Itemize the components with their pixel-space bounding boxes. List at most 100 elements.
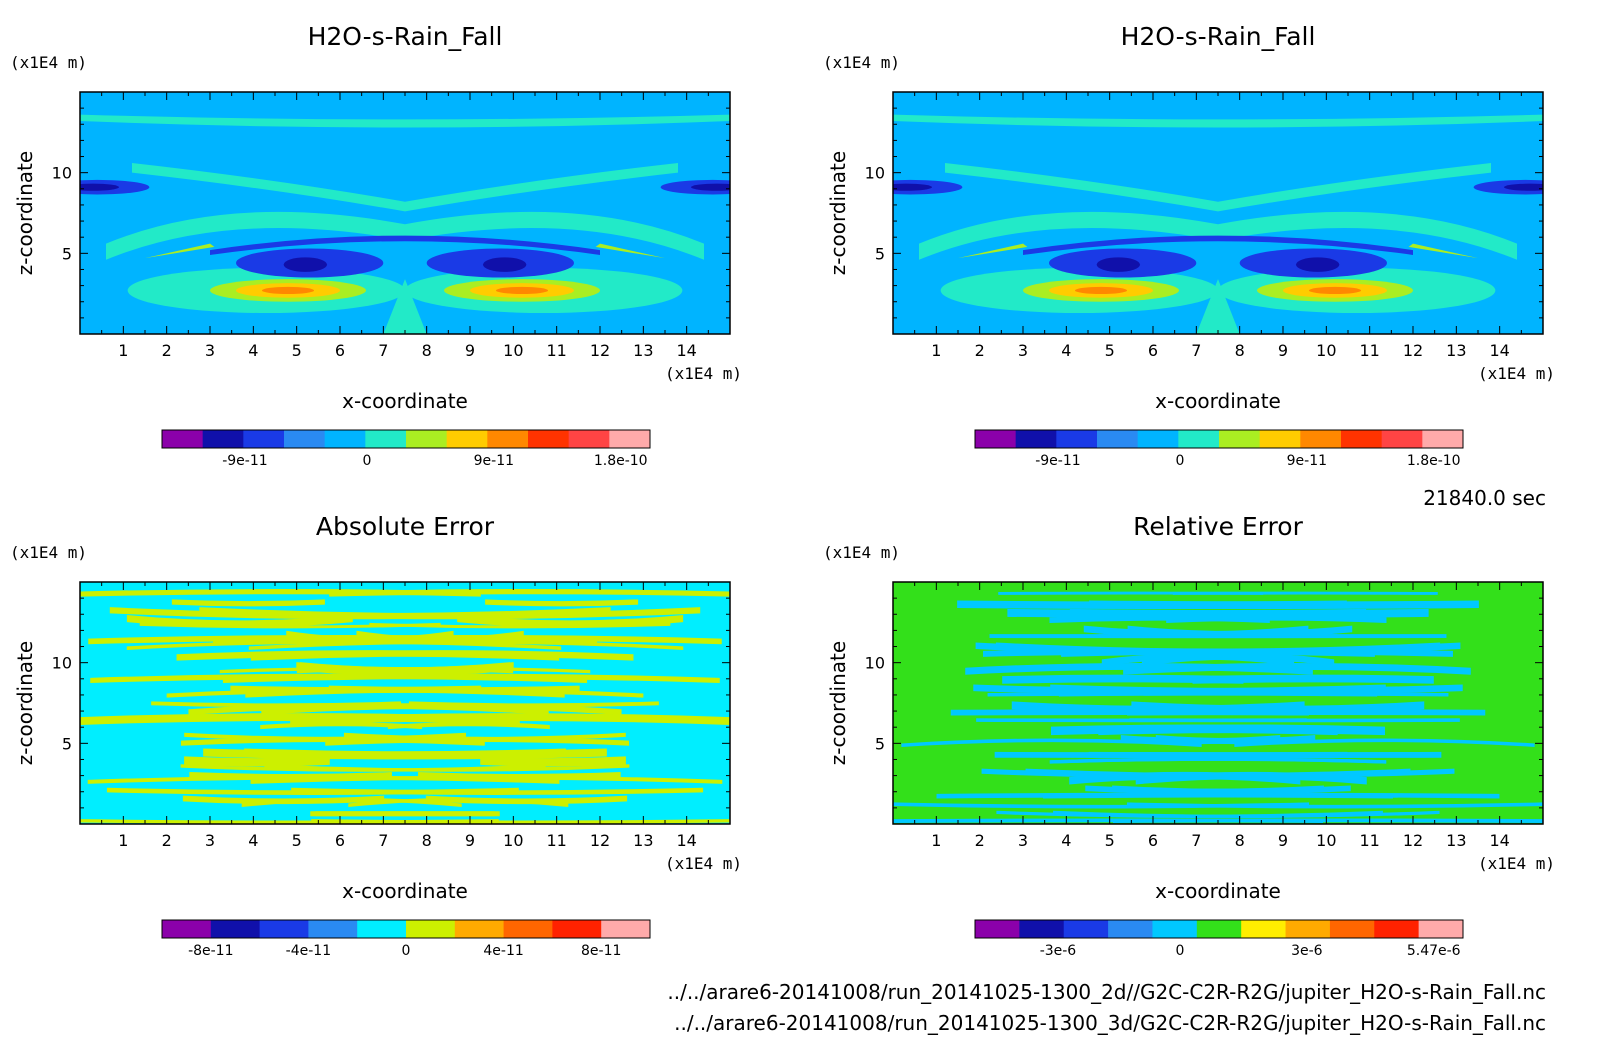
field-stripe [457, 615, 684, 628]
colorbar-tick-label: 9e-11 [474, 453, 514, 469]
colorbar-swatch [162, 920, 212, 938]
colorbar-swatch [1015, 430, 1057, 448]
colorbar-swatch [210, 920, 261, 938]
field-stripe [1141, 652, 1335, 666]
x-tick-label: 13 [1446, 341, 1466, 360]
x-unit-label: (x1E4 m) [1478, 854, 1555, 873]
field-stripe [1112, 785, 1351, 795]
colorbar-swatch [528, 430, 570, 448]
field-stripe [976, 718, 1307, 723]
field-arc-dark [210, 235, 600, 255]
chart-title: Absolute Error [316, 512, 495, 541]
x-tick-label: 14 [676, 341, 696, 360]
colorbar-tick-label: -9e-11 [1035, 453, 1080, 469]
field-stripe [425, 795, 628, 805]
x-tick-label: 6 [335, 831, 345, 850]
field-streak [1408, 243, 1478, 259]
chart-title: H2O-s-Rain_Fall [308, 22, 503, 51]
field-stem [1196, 279, 1240, 334]
field-stripe [1131, 701, 1425, 714]
field-stripe [1172, 591, 1438, 595]
colorbar-swatch [1196, 920, 1242, 938]
colorbar-tick-label: 8e-11 [581, 943, 621, 959]
field-stripe [957, 600, 1347, 610]
colorbar-swatch [1097, 430, 1139, 448]
field-stripe [996, 810, 1383, 819]
heatmap-field [80, 92, 730, 334]
y-tick-label: 5 [62, 244, 72, 263]
x-tick-label: 14 [676, 831, 696, 850]
y-unit-label: (x1E4 m) [823, 53, 900, 72]
field-stripe [1155, 735, 1316, 745]
field-stripe [1025, 768, 1455, 779]
colorbar-swatch [357, 920, 407, 938]
colorbar-tick-label: 0 [362, 453, 371, 469]
y-tick-label: 10 [865, 654, 885, 673]
colorbar-swatch [1241, 920, 1287, 938]
field-streak [145, 243, 215, 259]
field-stripe [1192, 674, 1434, 684]
field-stripe [199, 607, 701, 620]
x-tick-label: 8 [1235, 831, 1245, 850]
field-stripe [310, 811, 495, 817]
field-band [893, 114, 1543, 128]
x-tick-label: 10 [1316, 341, 1336, 360]
x-tick-label: 8 [422, 831, 432, 850]
y-tick-label: 5 [875, 244, 885, 263]
field-negative-core [1096, 257, 1141, 272]
colorbar-swatch [446, 430, 488, 448]
y-tick-label: 10 [865, 164, 885, 183]
x-tick-label: 2 [162, 341, 172, 360]
x-tick-label: 5 [292, 831, 302, 850]
field-stripe [1049, 757, 1386, 764]
colorbar-swatch [1329, 920, 1375, 938]
field-positive-core [262, 286, 314, 294]
colorbar-swatch [1422, 430, 1464, 448]
x-tick-label: 4 [248, 831, 258, 850]
field-stripe [995, 642, 1461, 656]
colorbar-tick-label: 9e-11 [1287, 453, 1327, 469]
x-tick-label: 3 [205, 341, 215, 360]
field-side-core [1504, 183, 1543, 191]
x-tick-label: 12 [590, 831, 610, 850]
colorbar: -9e-11 0 9e-11 1.8e-10 [974, 429, 1464, 469]
colorbar-frame [974, 919, 1464, 939]
colorbar-swatch [406, 920, 456, 938]
field-arc [132, 162, 678, 212]
x-tick-label: 12 [1403, 341, 1423, 360]
field-positive-core [1309, 286, 1361, 294]
colorbar-tick-label: 1.8e-10 [594, 453, 648, 469]
colorbar-tick-label: 0 [1175, 943, 1184, 959]
colorbar-swatch [1063, 920, 1109, 938]
x-tick-label: 3 [205, 831, 215, 850]
chart-title: Relative Error [1133, 512, 1303, 541]
colorbar-frame [161, 429, 651, 449]
x-tick-label: 6 [1148, 831, 1158, 850]
colorbar-swatch [568, 430, 610, 448]
colorbar-tick-label: 0 [1175, 453, 1184, 469]
colorbar-swatch [1418, 920, 1464, 938]
colorbar-swatch [1178, 430, 1220, 448]
colorbar-swatch [1300, 430, 1342, 448]
colorbar-swatch [1056, 430, 1098, 448]
field-stripe [994, 751, 1348, 759]
x-tick-label: 13 [1446, 831, 1466, 850]
x-tick-label: 12 [590, 341, 610, 360]
chart-panel: H2O-s-Rain_Fall (x1E4 m) (x1E4 m) x-coordin… [823, 22, 1555, 469]
colorbar-swatch [1341, 430, 1383, 448]
colorbar-frame [974, 429, 1464, 449]
x-tick-label: 9 [465, 831, 475, 850]
field-stripe [408, 701, 659, 708]
field-band [80, 114, 730, 128]
x-tick-label: 10 [503, 341, 523, 360]
colorbar-swatch [365, 430, 407, 448]
heatmap-field [893, 582, 1543, 824]
colorbar-swatch [202, 430, 244, 448]
x-unit-label: (x1E4 m) [1478, 364, 1555, 383]
heatmap-field [893, 92, 1543, 334]
x-tick-label: 6 [1148, 341, 1158, 360]
field-stripe [80, 819, 499, 824]
x-tick-label: 10 [503, 831, 523, 850]
chart-panel: H2O-s-Rain_Fall (x1E4 m) (x1E4 m) x-coordin… [10, 22, 742, 469]
colorbar-swatch [162, 430, 204, 448]
